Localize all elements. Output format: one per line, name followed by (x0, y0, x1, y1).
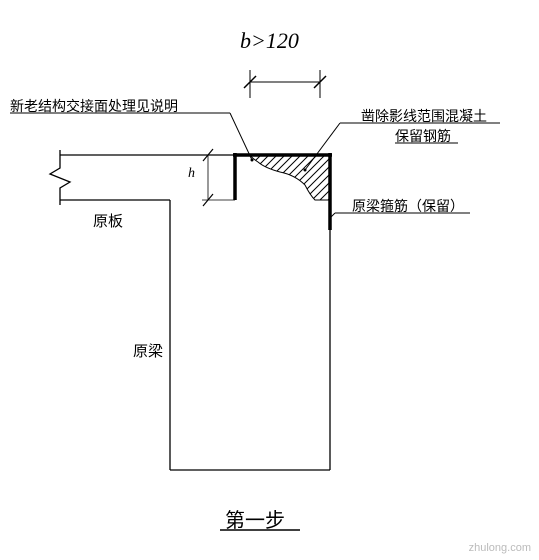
yuanban-label: 原板 (93, 210, 123, 231)
note3-label: 原梁箍筋（保留） (352, 196, 464, 216)
note2-line2-label: 保留钢筋 (395, 126, 451, 146)
title-label: b>120 (240, 28, 299, 54)
step-label: 第一步 (225, 504, 285, 533)
watermark-label: zhulong.com (469, 542, 531, 554)
note1-label: 新老结构交接面处理见说明 (10, 96, 178, 116)
yuanliang-label: 原梁 (133, 340, 163, 361)
note2-line1-label: 凿除影线范围混凝土 (361, 106, 487, 126)
h-label: h (188, 166, 195, 182)
